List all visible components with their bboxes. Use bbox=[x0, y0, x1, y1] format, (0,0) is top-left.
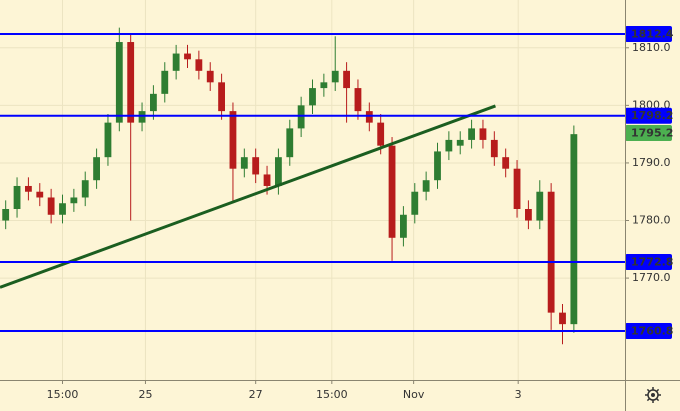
candle-body bbox=[263, 174, 271, 186]
last-price-label: 1795.2 bbox=[631, 127, 673, 140]
candle-body bbox=[2, 209, 10, 221]
candle-body bbox=[320, 82, 328, 89]
candle-body bbox=[36, 191, 44, 198]
candle-body bbox=[172, 53, 180, 71]
candle-body bbox=[161, 70, 169, 94]
candle-body bbox=[434, 151, 441, 181]
y-tick-label: 1770.0 bbox=[632, 271, 671, 284]
y-tick-label: 1790.0 bbox=[632, 156, 671, 169]
candle-body bbox=[25, 185, 32, 192]
level-label-box bbox=[625, 323, 672, 340]
candle-body bbox=[411, 191, 419, 215]
candle-body bbox=[331, 70, 339, 83]
candle-body bbox=[400, 214, 407, 238]
candle-body bbox=[184, 53, 191, 60]
x-tick-label: 3 bbox=[515, 388, 522, 401]
candle-body bbox=[354, 88, 362, 112]
candle-body bbox=[81, 180, 89, 198]
candle-body bbox=[138, 111, 146, 123]
candle-body bbox=[309, 88, 316, 106]
x-tick-label: Nov bbox=[403, 388, 425, 401]
level-label-box bbox=[625, 253, 672, 270]
candle-body bbox=[13, 185, 21, 209]
candle-body bbox=[343, 70, 350, 89]
candle-body bbox=[93, 157, 100, 181]
candle-body bbox=[286, 128, 294, 158]
candle-body bbox=[275, 157, 282, 186]
candle-body bbox=[70, 197, 78, 204]
candle-body bbox=[104, 122, 112, 158]
candle-body bbox=[468, 128, 475, 140]
candle-body bbox=[479, 128, 487, 140]
candle-body bbox=[536, 191, 544, 221]
candle-body bbox=[559, 312, 566, 325]
candle-body bbox=[229, 111, 237, 169]
candle-body bbox=[59, 203, 66, 215]
candle-body bbox=[490, 139, 498, 158]
x-tick-label: 15:00 bbox=[47, 388, 79, 401]
candle-body bbox=[115, 42, 123, 123]
candle-body bbox=[513, 168, 521, 209]
x-tick-label: 25 bbox=[138, 388, 152, 401]
candle-body bbox=[150, 93, 157, 112]
candle-body bbox=[422, 180, 430, 192]
candle-body bbox=[195, 59, 203, 71]
candle-body bbox=[252, 157, 260, 175]
candle-body bbox=[365, 111, 373, 123]
candle-body bbox=[547, 191, 555, 313]
candle-body bbox=[570, 134, 578, 325]
candle-body bbox=[206, 70, 214, 83]
level-label-box bbox=[625, 107, 672, 124]
x-tick-label: 27 bbox=[249, 388, 263, 401]
x-tick-label: 15:00 bbox=[316, 388, 348, 401]
level-label: 1798.2 bbox=[631, 109, 673, 122]
settings-icon[interactable] bbox=[645, 387, 661, 403]
candle-body bbox=[218, 82, 225, 112]
candle-body bbox=[240, 157, 248, 169]
candle-body bbox=[47, 197, 55, 215]
candle-body bbox=[502, 157, 510, 169]
candle-body bbox=[297, 105, 305, 129]
candle-body bbox=[525, 209, 532, 221]
last-price-box bbox=[625, 125, 672, 141]
level-label-box bbox=[625, 25, 672, 42]
level-label: 1772.8 bbox=[631, 255, 673, 268]
candle-body bbox=[445, 139, 453, 152]
candle-body bbox=[388, 145, 396, 238]
y-tick-label: 1810.0 bbox=[632, 41, 671, 54]
candle-body bbox=[456, 139, 464, 146]
candle-body bbox=[127, 42, 135, 123]
y-tick-label: 1780.0 bbox=[632, 214, 671, 227]
trendline bbox=[0, 104, 496, 289]
level-label: 1760.8 bbox=[631, 325, 673, 338]
level-label: 1812.4 bbox=[631, 27, 674, 40]
candle-body bbox=[377, 122, 385, 146]
